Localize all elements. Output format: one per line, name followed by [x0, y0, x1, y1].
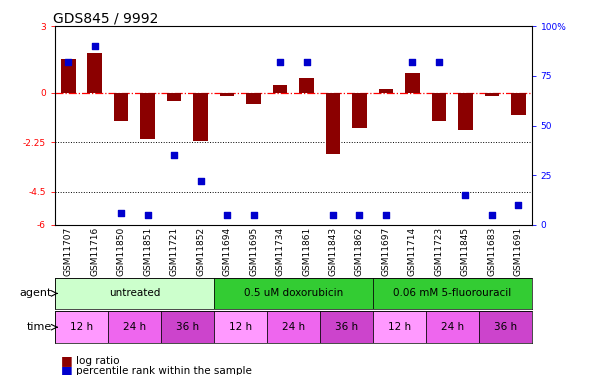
Point [90, 43, 100, 49]
Bar [320, 311, 373, 343]
Point [513, 202, 523, 208]
Bar [458, 93, 473, 130]
Point [302, 59, 312, 65]
Point [434, 59, 444, 65]
Bar [87, 53, 102, 93]
Text: ■: ■ [61, 354, 73, 367]
Point [116, 210, 126, 216]
Bar [114, 93, 128, 121]
Text: 36 h: 36 h [176, 322, 199, 332]
Bar [267, 311, 320, 343]
Bar [478, 311, 532, 343]
Text: GDS845 / 9992: GDS845 / 9992 [53, 11, 158, 25]
Bar [379, 89, 393, 93]
Bar [220, 93, 235, 96]
Bar [299, 78, 314, 93]
Text: log ratio: log ratio [76, 356, 120, 366]
Bar [405, 73, 420, 93]
Text: 24 h: 24 h [282, 322, 305, 332]
Bar [214, 278, 373, 309]
Point [408, 59, 417, 65]
Bar [167, 93, 181, 101]
Bar [214, 311, 267, 343]
Bar [141, 93, 155, 139]
Text: 24 h: 24 h [441, 322, 464, 332]
Point [222, 212, 232, 218]
Bar [273, 85, 287, 93]
Point [64, 59, 73, 65]
Text: 12 h: 12 h [229, 322, 252, 332]
Point [275, 59, 285, 65]
Text: 36 h: 36 h [335, 322, 358, 332]
Point [196, 178, 205, 184]
Text: agent: agent [20, 288, 52, 298]
Text: 24 h: 24 h [123, 322, 146, 332]
Point [249, 212, 258, 218]
Bar [426, 311, 478, 343]
Point [381, 212, 391, 218]
Text: ■: ■ [61, 364, 73, 375]
Bar [193, 93, 208, 141]
Bar [352, 93, 367, 128]
Bar [61, 59, 76, 93]
Text: 12 h: 12 h [70, 322, 93, 332]
Bar [373, 278, 532, 309]
Point [487, 212, 497, 218]
Point [143, 212, 153, 218]
Text: 12 h: 12 h [387, 322, 411, 332]
Text: 0.06 mM 5-fluorouracil: 0.06 mM 5-fluorouracil [393, 288, 511, 298]
Bar [431, 93, 446, 121]
Text: percentile rank within the sample: percentile rank within the sample [76, 366, 252, 375]
Bar [485, 93, 499, 96]
Bar [373, 311, 426, 343]
Bar [511, 93, 525, 115]
Text: untreated: untreated [109, 288, 160, 298]
Text: 0.5 uM doxorubicin: 0.5 uM doxorubicin [244, 288, 343, 298]
Bar [326, 93, 340, 154]
Text: 36 h: 36 h [494, 322, 517, 332]
Bar [108, 311, 161, 343]
Point [461, 192, 470, 198]
Bar [246, 93, 261, 104]
Bar [55, 278, 214, 309]
Bar [161, 311, 214, 343]
Bar [55, 311, 108, 343]
Point [169, 152, 179, 158]
Point [328, 212, 338, 218]
Point [354, 212, 364, 218]
Text: time: time [27, 322, 52, 332]
